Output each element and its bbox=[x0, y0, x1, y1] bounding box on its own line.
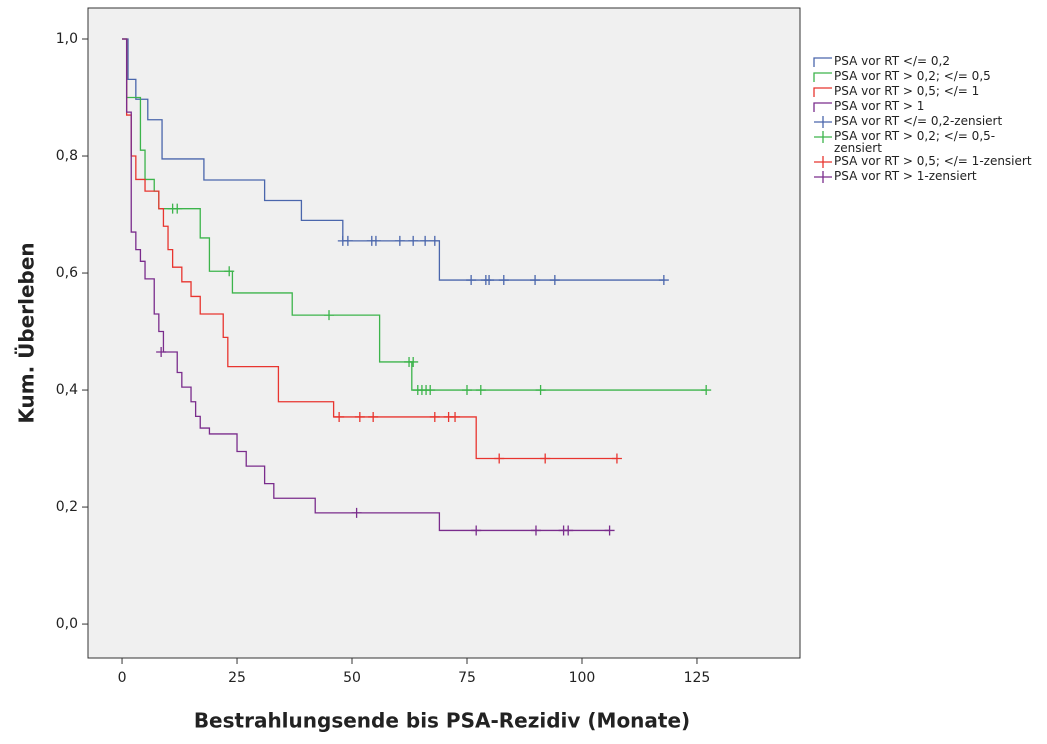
legend-symbol bbox=[814, 116, 832, 128]
censor-mark bbox=[484, 275, 495, 286]
censor-mark bbox=[540, 453, 551, 464]
censor-mark bbox=[342, 235, 353, 246]
censor-mark bbox=[334, 411, 345, 422]
legend-entry: PSA vor RT </= 0,2-zensiert bbox=[812, 115, 1042, 129]
censor-mark bbox=[354, 411, 365, 422]
censor-mark bbox=[701, 385, 712, 396]
legend-entry: PSA vor RT > 1-zensiert bbox=[812, 170, 1042, 184]
censor-mark bbox=[450, 411, 461, 422]
censor-mark bbox=[408, 235, 419, 246]
x-axis-label: Bestrahlungsende bis PSA-Rezidiv (Monate… bbox=[194, 709, 690, 733]
censor-mark bbox=[408, 356, 419, 367]
legend-icon bbox=[813, 87, 832, 97]
survival-line bbox=[122, 38, 610, 532]
legend-label: PSA vor RT > 1 bbox=[834, 99, 925, 113]
censor-mark bbox=[370, 235, 381, 246]
censor-mark bbox=[563, 525, 574, 536]
legend-label: PSA vor RT > 0,2; </= 0,5-zensiert bbox=[834, 129, 996, 155]
censor-mark bbox=[351, 507, 362, 518]
censor-mark bbox=[156, 347, 167, 358]
legend-entry: PSA vor RT > 0,5; </= 1 bbox=[812, 85, 1042, 99]
y-tick-label: 0,2 bbox=[56, 499, 78, 515]
censor-mark bbox=[429, 411, 440, 422]
legend-label: PSA vor RT > 0,2; </= 0,5 bbox=[834, 69, 991, 83]
y-tick-label: 1,0 bbox=[56, 31, 78, 47]
censor-mark bbox=[658, 275, 669, 286]
censor-mark bbox=[461, 385, 472, 396]
legend: PSA vor RT </= 0,2 PSA vor RT > 0,2; </= … bbox=[812, 55, 1042, 185]
x-tick-label: 25 bbox=[228, 670, 246, 686]
x-tick-label: 125 bbox=[684, 670, 711, 686]
censor-mark bbox=[494, 453, 505, 464]
y-tick-label: 0,8 bbox=[56, 148, 78, 164]
plot-area bbox=[87, 7, 801, 659]
censor-mark bbox=[535, 385, 546, 396]
legend-entry: PSA vor RT > 0,2; </= 0,5 bbox=[812, 70, 1042, 84]
y-tick-label: 0,0 bbox=[56, 616, 78, 632]
y-tick-label: 0,4 bbox=[56, 382, 78, 398]
y-tick-label: 0,6 bbox=[56, 265, 78, 281]
censor-mark bbox=[368, 411, 379, 422]
legend-entry: PSA vor RT </= 0,2 bbox=[812, 55, 1042, 69]
censor-mark bbox=[530, 275, 541, 286]
legend-symbol bbox=[813, 102, 832, 112]
legend-icon bbox=[814, 116, 832, 128]
censor-mark bbox=[530, 525, 541, 536]
censor-mark bbox=[466, 275, 477, 286]
legend-icon bbox=[814, 171, 832, 183]
censor-mark bbox=[394, 235, 405, 246]
legend-symbol bbox=[813, 87, 832, 97]
legend-entry: PSA vor RT > 0,5; </= 1-zensiert bbox=[812, 155, 1042, 169]
legend-entry: PSA vor RT > 1 bbox=[812, 100, 1042, 114]
legend-icon bbox=[813, 102, 832, 112]
legend-symbol bbox=[813, 57, 832, 67]
legend-symbol bbox=[814, 156, 832, 168]
censor-mark bbox=[425, 385, 436, 396]
censor-mark bbox=[475, 385, 486, 396]
legend-symbol bbox=[814, 171, 832, 183]
censor-mark bbox=[611, 453, 622, 464]
x-tick-label: 50 bbox=[343, 670, 361, 686]
x-tick-label: 75 bbox=[458, 670, 476, 686]
x-tick-label: 0 bbox=[118, 670, 127, 686]
legend-label: PSA vor RT </= 0,2 bbox=[834, 54, 950, 68]
censor-mark bbox=[420, 235, 431, 246]
legend-label: PSA vor RT > 1-zensiert bbox=[834, 169, 977, 183]
legend-icon bbox=[813, 72, 832, 82]
censor-mark bbox=[429, 235, 440, 246]
survival-line bbox=[122, 38, 617, 460]
censor-mark bbox=[224, 266, 235, 277]
legend-icon bbox=[814, 156, 832, 168]
legend-symbol bbox=[813, 72, 832, 82]
censor-mark bbox=[172, 203, 183, 214]
legend-label: PSA vor RT </= 0,2-zensiert bbox=[834, 114, 1003, 128]
legend-entry: PSA vor RT > 0,2; </= 0,5-zensiert bbox=[812, 130, 1042, 154]
legend-label: PSA vor RT > 0,5; </= 1 bbox=[834, 84, 980, 98]
legend-icon bbox=[814, 131, 832, 143]
x-tick-label: 100 bbox=[569, 670, 596, 686]
censor-mark bbox=[549, 275, 560, 286]
legend-icon bbox=[813, 57, 832, 67]
legend-label: PSA vor RT > 0,5; </= 1-zensiert bbox=[834, 154, 1032, 168]
censor-mark bbox=[498, 275, 509, 286]
survival-line bbox=[122, 38, 707, 391]
censor-mark bbox=[471, 525, 482, 536]
censor-mark bbox=[324, 310, 335, 321]
legend-symbol bbox=[814, 131, 832, 143]
y-axis-label: Kum. Überleben bbox=[15, 242, 39, 423]
censor-mark bbox=[604, 525, 615, 536]
